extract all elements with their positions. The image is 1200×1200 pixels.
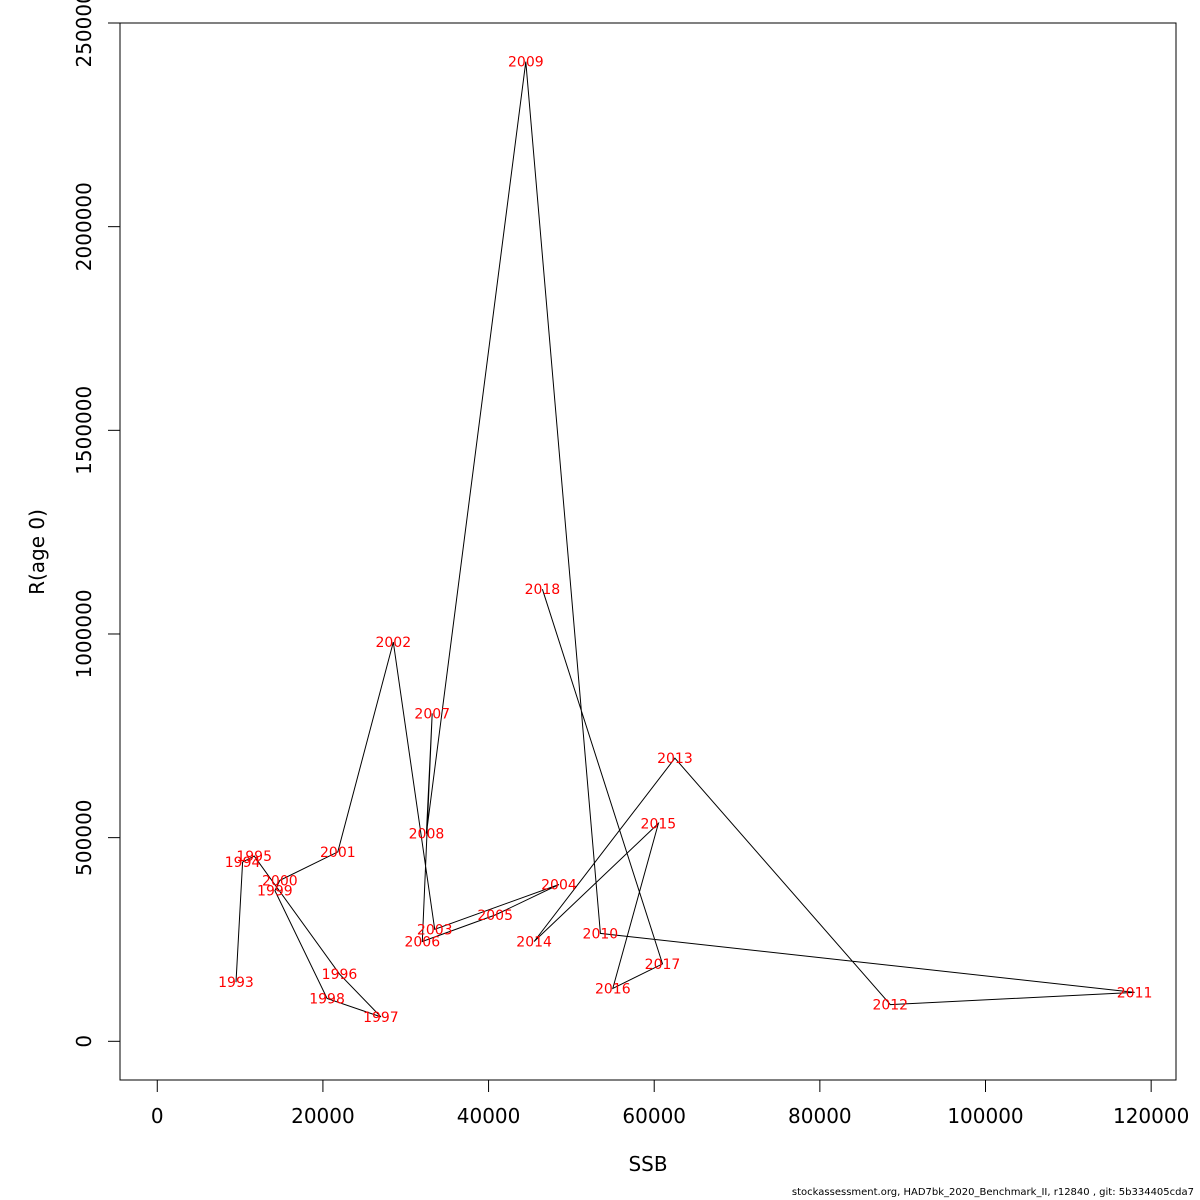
point-label-2012: 2012 bbox=[872, 998, 908, 1014]
point-label-2008: 2008 bbox=[409, 827, 445, 843]
point-label-1994: 1994 bbox=[225, 855, 261, 871]
point-label-2016: 2016 bbox=[595, 981, 631, 997]
point-label-1997: 1997 bbox=[363, 1010, 399, 1026]
point-label-2007: 2007 bbox=[414, 706, 450, 722]
point-label-2001: 2001 bbox=[320, 845, 356, 861]
x-axis: 0 20000 40000 60000 80000 100000 120000 bbox=[151, 1079, 1189, 1128]
point-label-2013: 2013 bbox=[657, 751, 693, 767]
point-label-1996: 1996 bbox=[322, 967, 358, 983]
point-label-2009: 2009 bbox=[508, 55, 544, 71]
point-label-2005: 2005 bbox=[477, 908, 513, 924]
point-label-2010: 2010 bbox=[583, 926, 619, 942]
x-axis-title: SSB bbox=[628, 1152, 667, 1176]
y-tick-label: 2000000 bbox=[72, 182, 96, 271]
point-label-2000: 2000 bbox=[262, 873, 298, 889]
x-tick-label: 20000 bbox=[291, 1104, 355, 1128]
point-label-2003: 2003 bbox=[417, 922, 453, 938]
x-tick-label: 0 bbox=[151, 1104, 164, 1128]
plot-frame bbox=[119, 22, 1177, 1081]
point-label-2015: 2015 bbox=[641, 816, 677, 832]
point-label-2018: 2018 bbox=[525, 582, 561, 598]
point-label-2014: 2014 bbox=[516, 935, 552, 951]
y-tick-label: 1000000 bbox=[72, 589, 96, 678]
point-label-2011: 2011 bbox=[1117, 985, 1153, 1001]
y-tick-label: 2500000 bbox=[72, 0, 96, 68]
point-label-1995: 1995 bbox=[236, 849, 272, 865]
point-label-2004: 2004 bbox=[541, 877, 577, 893]
y-tick-label: 500000 bbox=[72, 799, 96, 875]
footer-credit: stockassessment.org, HAD7bk_2020_Benchma… bbox=[791, 1187, 1194, 1198]
x-tick-label: 40000 bbox=[457, 1104, 521, 1128]
point-label-2006: 2006 bbox=[404, 935, 440, 951]
y-axis: 0 500000 1000000 1500000 2000000 2500000 bbox=[72, 0, 121, 1048]
x-tick-label: 80000 bbox=[788, 1104, 852, 1128]
y-axis-title: R(age 0) bbox=[25, 509, 49, 595]
x-tick-label: 120000 bbox=[1113, 1104, 1189, 1128]
point-label-2017: 2017 bbox=[645, 957, 681, 973]
point-label-1999: 1999 bbox=[257, 884, 293, 900]
y-tick-label: 1500000 bbox=[72, 386, 96, 475]
point-label-2002: 2002 bbox=[375, 635, 411, 651]
x-tick-label: 100000 bbox=[947, 1104, 1023, 1128]
y-tick-label: 0 bbox=[72, 1035, 96, 1048]
point-label-1998: 1998 bbox=[309, 992, 345, 1008]
series-line bbox=[235, 61, 1135, 1018]
point-label-1993: 1993 bbox=[218, 975, 254, 991]
x-tick-label: 60000 bbox=[622, 1104, 686, 1128]
